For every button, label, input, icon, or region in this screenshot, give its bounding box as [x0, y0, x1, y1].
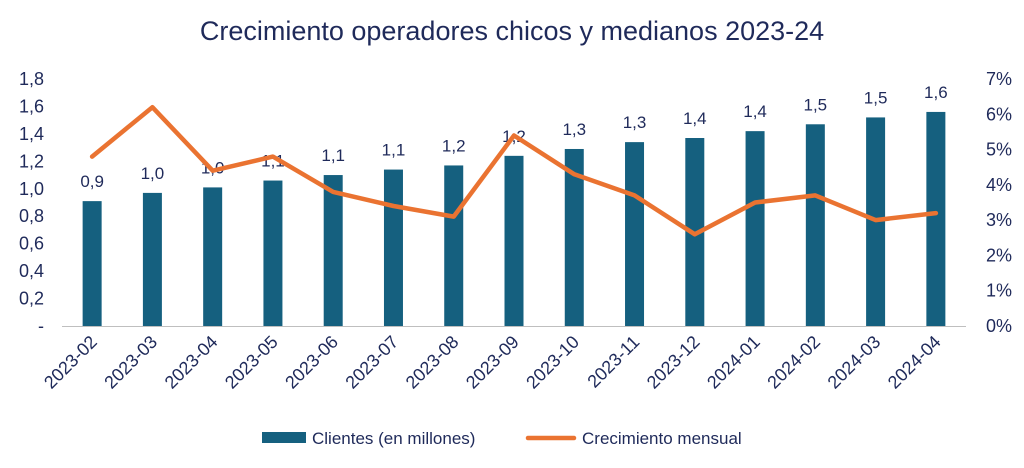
y-left-tick-label: 1,8 [19, 69, 44, 89]
chart-title: Crecimiento operadores chicos y medianos… [199, 16, 825, 46]
y-left-tick-label: 1,0 [19, 179, 44, 199]
bar-data-label: 1,5 [864, 88, 888, 107]
bar [926, 111, 946, 326]
y-right-tick-label: 1% [986, 281, 1012, 301]
bar [82, 201, 102, 326]
bar-data-label: 1,2 [442, 136, 466, 155]
y-right-tick-label: 4% [986, 175, 1012, 195]
bar [504, 155, 524, 326]
x-tick-label: 2023-04 [161, 332, 222, 393]
y-left-tick-label: 1,4 [19, 124, 44, 144]
x-tick-label: 2023-05 [221, 332, 282, 393]
bar-data-label: 1,3 [623, 113, 647, 132]
bar [263, 180, 283, 326]
x-tick-label: 2023-11 [583, 332, 643, 392]
bar [805, 124, 825, 327]
x-tick-label: 2024-03 [824, 332, 885, 393]
y-right-tick-label: 6% [986, 104, 1012, 124]
x-tick-label: 2023-10 [522, 332, 583, 393]
y-left-tick-label: 0,4 [19, 261, 44, 281]
bar-data-label: 0,9 [80, 172, 104, 191]
x-tick-label: 2023-08 [402, 332, 463, 393]
bar-data-label: 1,0 [141, 164, 165, 183]
bar [444, 165, 464, 326]
y-left-tick-label: 0,6 [19, 234, 44, 254]
y-left-tick-label: 0,2 [19, 289, 44, 309]
x-tick-label: 2023-06 [281, 332, 342, 393]
bar [745, 131, 765, 326]
y-right-tick-label: 0% [986, 316, 1012, 336]
y-left-tick-label: 0,8 [19, 206, 44, 226]
bar-data-label: 1,3 [562, 120, 586, 139]
y-right-tick-label: 5% [986, 140, 1012, 160]
bar-data-label: 1,4 [743, 102, 767, 121]
bar [323, 175, 343, 326]
bar [383, 169, 403, 326]
bar-data-label: 1,5 [804, 95, 828, 114]
bar-data-label: 1,4 [683, 109, 707, 128]
x-tick-label: 2024-04 [884, 332, 945, 393]
x-tick-label: 2023-12 [643, 332, 704, 393]
bar [142, 192, 162, 326]
x-tick-label: 2023-07 [341, 332, 402, 393]
bar [625, 142, 645, 326]
bar-data-label: 1,1 [321, 146, 345, 165]
x-tick-label: 2023-03 [100, 332, 161, 393]
x-tick-label: 2024-02 [763, 332, 824, 393]
legend-label-crecimiento: Crecimiento mensual [582, 429, 742, 448]
x-tick-label: 2023-09 [462, 332, 523, 393]
x-tick-label: 2023-02 [40, 332, 101, 393]
y-left-tick-label: 1,6 [19, 96, 44, 116]
y-left-tick-label: 1,2 [19, 151, 44, 171]
legend-label-clientes: Clientes (en millones) [312, 429, 475, 448]
legend-swatch-clientes [262, 432, 306, 443]
bar-data-label: 1,1 [382, 141, 406, 160]
y-right-tick-label: 2% [986, 245, 1012, 265]
bar [203, 187, 223, 326]
bar [564, 148, 584, 326]
y-right-tick-label: 3% [986, 210, 1012, 230]
x-tick-label: 2024-01 [703, 332, 764, 393]
y-left-tick-label: - [38, 316, 44, 336]
y-right-tick-label: 7% [986, 69, 1012, 89]
bar-data-label: 1,6 [924, 83, 948, 102]
